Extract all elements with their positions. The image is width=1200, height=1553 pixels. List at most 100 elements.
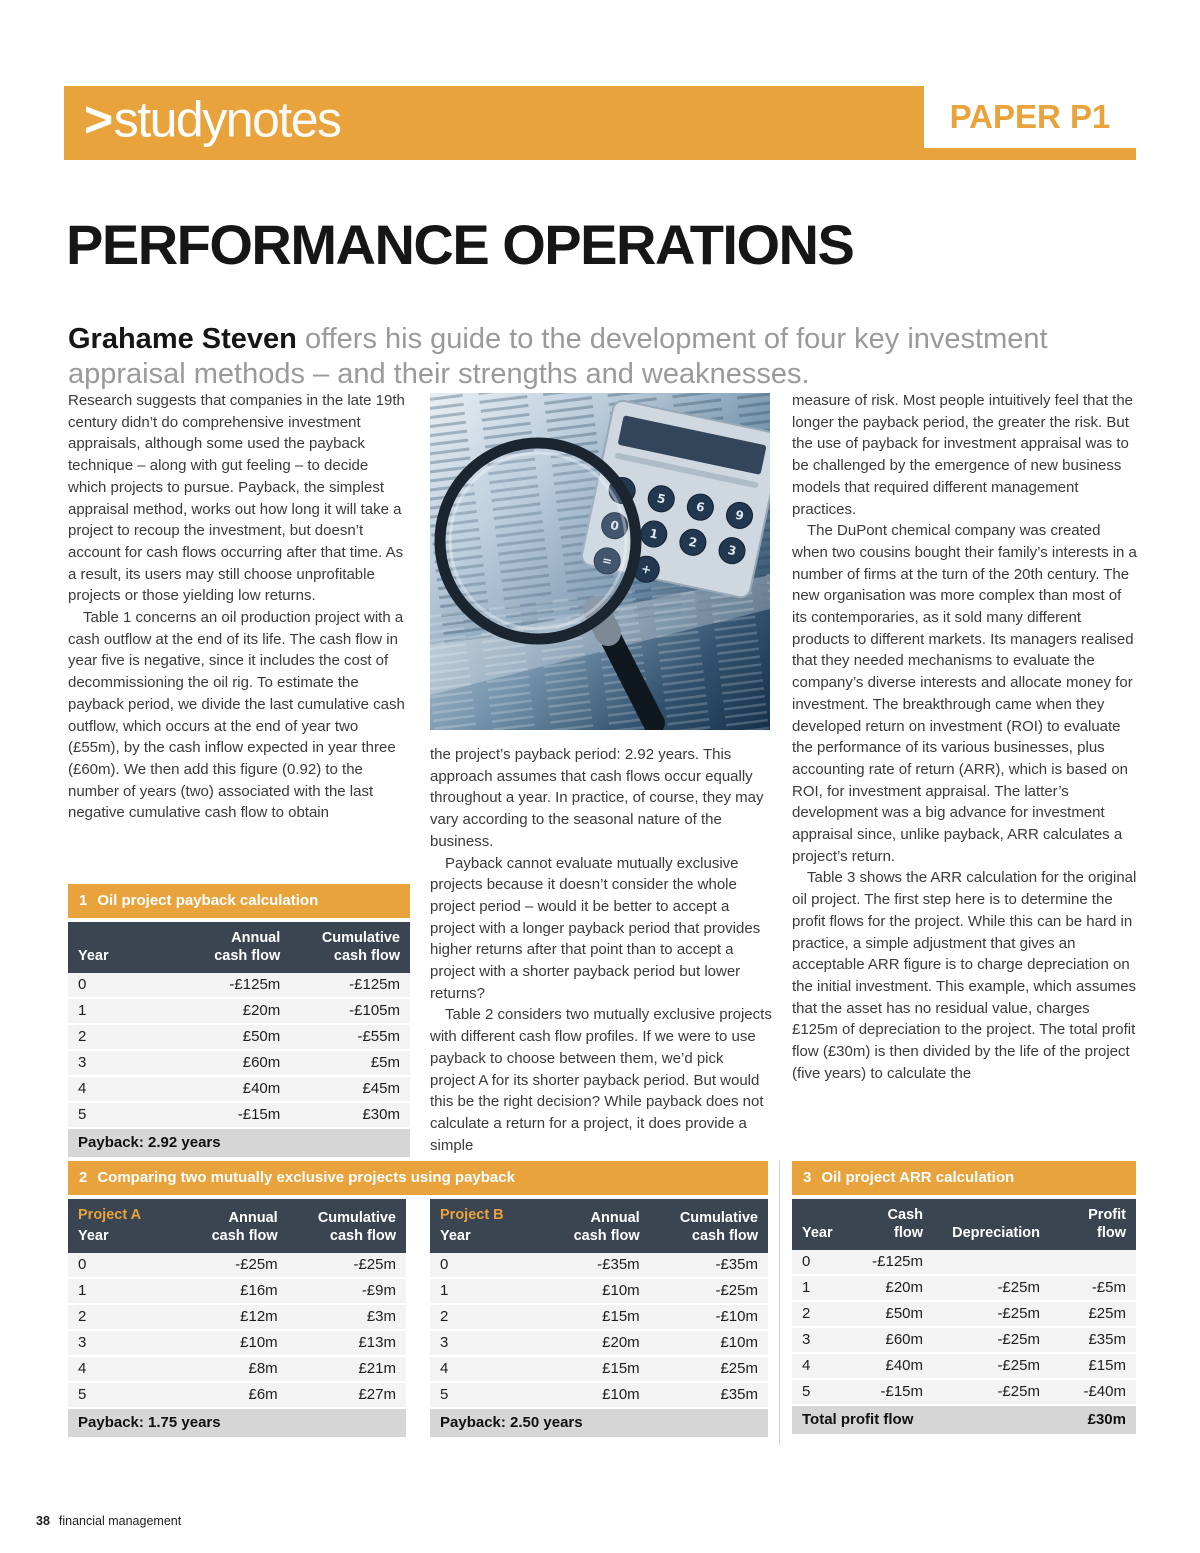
table-cell: £15m <box>1049 1353 1136 1381</box>
table-row: 1 £10m -£25m <box>430 1278 768 1306</box>
table-row: 5 -£15m -£25m -£40m <box>792 1379 1136 1407</box>
table-cell <box>1049 1250 1136 1277</box>
page-footer: 38 financial management <box>36 1514 181 1528</box>
table-cell: 5 <box>792 1379 851 1407</box>
table-cell: £50m <box>170 1024 291 1052</box>
column-header-profit-flow: Profit flow <box>1049 1199 1136 1251</box>
table-cell: -£125m <box>170 973 291 1000</box>
column-header-cumulative: Cumulative cash flow <box>290 922 410 974</box>
table-cell: 5 <box>68 1382 170 1410</box>
table-cell: 1 <box>792 1275 851 1303</box>
table-cell: 5 <box>430 1382 532 1410</box>
byline-author: Grahame Steven <box>68 323 297 355</box>
body-column-2: the project’s payback period: 2.92 years… <box>430 744 772 1156</box>
article-photo: 4 5 6 9 0 1 2 3 = + <box>430 393 770 730</box>
table-cell: 3 <box>68 1330 170 1358</box>
table-row: 0 -£25m -£25m <box>68 1253 406 1280</box>
table-1-number: 1 <box>79 892 88 909</box>
table-cell: -£5m <box>1049 1275 1136 1303</box>
table-cell: 0 <box>68 973 171 1000</box>
brand-study: study <box>113 91 228 148</box>
table-cell: 4 <box>68 1356 170 1384</box>
table-cell: 3 <box>792 1327 851 1355</box>
table-cell: 0 <box>792 1250 851 1277</box>
table-cell: 4 <box>68 1076 171 1104</box>
table-cell: £21m <box>287 1356 406 1384</box>
svg-text:5: 5 <box>656 491 667 506</box>
column-header-cash-flow: Cash flow <box>850 1199 934 1251</box>
svg-text:6: 6 <box>695 499 706 514</box>
table-cell: -£25m <box>933 1275 1050 1303</box>
table-cell: £13m <box>287 1330 406 1358</box>
table-cell: 1 <box>68 998 171 1026</box>
table-row: 5 -£15m £30m <box>68 1102 410 1130</box>
column-header-project-b-year: Project B Year <box>430 1199 532 1254</box>
byline: Grahame Steven offers his guide to the d… <box>68 322 1108 392</box>
table-2-comparison: 2 Comparing two mutually exclusive projec… <box>68 1161 768 1438</box>
table-row: 0 -£125m <box>792 1250 1136 1277</box>
table-cell: -£10m <box>649 1304 768 1332</box>
paragraph: measure of risk. Most people intuitively… <box>792 392 1134 518</box>
table-cell: -£40m <box>1049 1379 1136 1407</box>
table-cell: £20m <box>850 1275 934 1303</box>
table-cell: -£105m <box>290 998 410 1026</box>
paragraph: Research suggests that companies in the … <box>68 392 405 605</box>
table-cell: 2 <box>68 1304 170 1332</box>
table-row: 5 £6m £27m <box>68 1382 406 1410</box>
table-cell: £25m <box>1049 1301 1136 1329</box>
table-cell: -£25m <box>169 1253 288 1280</box>
table-cell: -£15m <box>170 1102 291 1130</box>
column-header-project-a-year: Project A Year <box>68 1199 170 1254</box>
table-row: 2 £15m -£10m <box>430 1304 768 1332</box>
table-2-title: 2 Comparing two mutually exclusive projec… <box>68 1161 768 1195</box>
paragraph: Table 1 concerns an oil production proje… <box>68 609 405 822</box>
column-header-cumulative: Cumulative cash flow <box>287 1199 406 1254</box>
table-cell: £35m <box>649 1382 768 1410</box>
table-2a-footer: Payback: 1.75 years <box>68 1408 406 1438</box>
table-cell: 1 <box>430 1278 532 1306</box>
table-3-footer-label: Total profit flow <box>792 1405 1050 1435</box>
table-3-footer-value: £30m <box>1049 1405 1136 1435</box>
table-row: 2 £50m -£25m £25m <box>792 1301 1136 1329</box>
table-cell: 1 <box>68 1278 170 1306</box>
paper-label: PAPER P1 <box>949 98 1111 135</box>
page-number: 38 <box>36 1514 50 1528</box>
table-cell: 2 <box>430 1304 532 1332</box>
table-2-project-b: Project B Year Annual cash flow Cumulativ… <box>430 1195 768 1438</box>
paragraph: the project’s payback period: 2.92 years… <box>430 746 764 850</box>
table-row: 3 £60m -£25m £35m <box>792 1327 1136 1355</box>
paragraph: The DuPont chemical company was created … <box>792 522 1137 865</box>
table-cell: 4 <box>792 1353 851 1381</box>
table-cell: 2 <box>68 1024 171 1052</box>
table-row: 3 £60m £5m <box>68 1050 410 1078</box>
table-cell: -£35m <box>531 1253 650 1280</box>
table-cell: £15m <box>531 1356 650 1384</box>
column-header-cumulative: Cumulative cash flow <box>649 1199 768 1254</box>
table-cell: £50m <box>850 1301 934 1329</box>
table-row: 4 £40m -£25m £15m <box>792 1353 1136 1381</box>
table-cell: -£25m <box>933 1327 1050 1355</box>
column-header-annual: Annual cash flow <box>531 1199 650 1254</box>
table-cell: 0 <box>430 1253 532 1280</box>
svg-text:2: 2 <box>687 535 698 550</box>
table-cell: -£25m <box>287 1253 406 1280</box>
svg-text:=: = <box>601 553 614 569</box>
table-cell: -£25m <box>649 1278 768 1306</box>
table-row: 2 £50m -£55m <box>68 1024 410 1052</box>
table-cell: £35m <box>1049 1327 1136 1355</box>
table-cell: £30m <box>290 1102 410 1130</box>
masthead-bar: >studynotes PAPER P1 <box>64 86 1136 160</box>
brand-gt: > <box>84 91 113 148</box>
table-3-arr: 3 Oil project ARR calculation Year Cash f… <box>792 1161 1136 1435</box>
column-header-annual: Annual cash flow <box>170 922 291 974</box>
table-2-project-a: Project A Year Annual cash flow Cumulativ… <box>68 1195 406 1438</box>
brand-logo: >studynotes <box>84 91 342 149</box>
paragraph: Table 2 considers two mutually exclusive… <box>430 1006 772 1154</box>
table-cell: 3 <box>68 1050 171 1078</box>
table-1-title: 1 Oil project payback calculation <box>68 884 410 918</box>
table-row: 0 -£35m -£35m <box>430 1253 768 1280</box>
table-2b-footer: Payback: 2.50 years <box>430 1408 768 1438</box>
paragraph: Payback cannot evaluate mutually exclusi… <box>430 854 761 1002</box>
